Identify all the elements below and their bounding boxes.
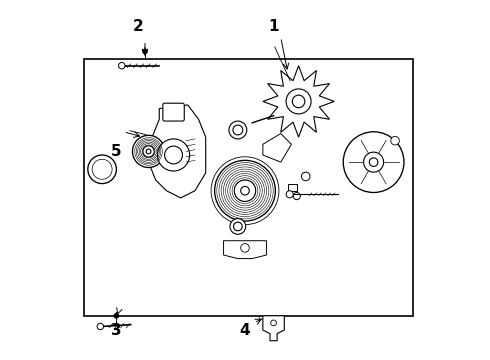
- Text: 4: 4: [240, 323, 250, 338]
- Polygon shape: [223, 241, 267, 258]
- Polygon shape: [263, 316, 284, 341]
- Circle shape: [165, 146, 182, 164]
- Polygon shape: [263, 66, 334, 137]
- Polygon shape: [148, 105, 206, 198]
- Text: 3: 3: [111, 323, 122, 338]
- Circle shape: [270, 320, 276, 326]
- Circle shape: [343, 132, 404, 193]
- Text: 2: 2: [132, 19, 143, 34]
- Circle shape: [157, 139, 190, 171]
- Circle shape: [301, 172, 310, 181]
- Circle shape: [88, 155, 117, 184]
- Circle shape: [146, 149, 151, 154]
- Circle shape: [286, 89, 311, 114]
- Circle shape: [234, 222, 242, 231]
- Circle shape: [215, 160, 275, 221]
- Circle shape: [143, 49, 147, 54]
- Circle shape: [132, 135, 165, 167]
- Circle shape: [293, 193, 300, 200]
- Circle shape: [241, 186, 249, 195]
- Polygon shape: [263, 134, 292, 162]
- Circle shape: [293, 95, 305, 108]
- Circle shape: [230, 219, 245, 234]
- Circle shape: [391, 136, 399, 145]
- Circle shape: [234, 180, 256, 202]
- Circle shape: [229, 121, 247, 139]
- Circle shape: [233, 125, 243, 135]
- Text: 5: 5: [111, 144, 122, 159]
- Circle shape: [119, 63, 125, 69]
- Circle shape: [364, 152, 384, 172]
- Circle shape: [241, 244, 249, 252]
- Circle shape: [286, 191, 293, 198]
- Circle shape: [97, 323, 103, 330]
- Circle shape: [114, 314, 119, 318]
- FancyBboxPatch shape: [163, 103, 184, 121]
- Circle shape: [143, 146, 154, 157]
- Bar: [288, 184, 297, 191]
- Text: 1: 1: [269, 19, 279, 34]
- Circle shape: [369, 158, 378, 166]
- Bar: [84, 59, 413, 316]
